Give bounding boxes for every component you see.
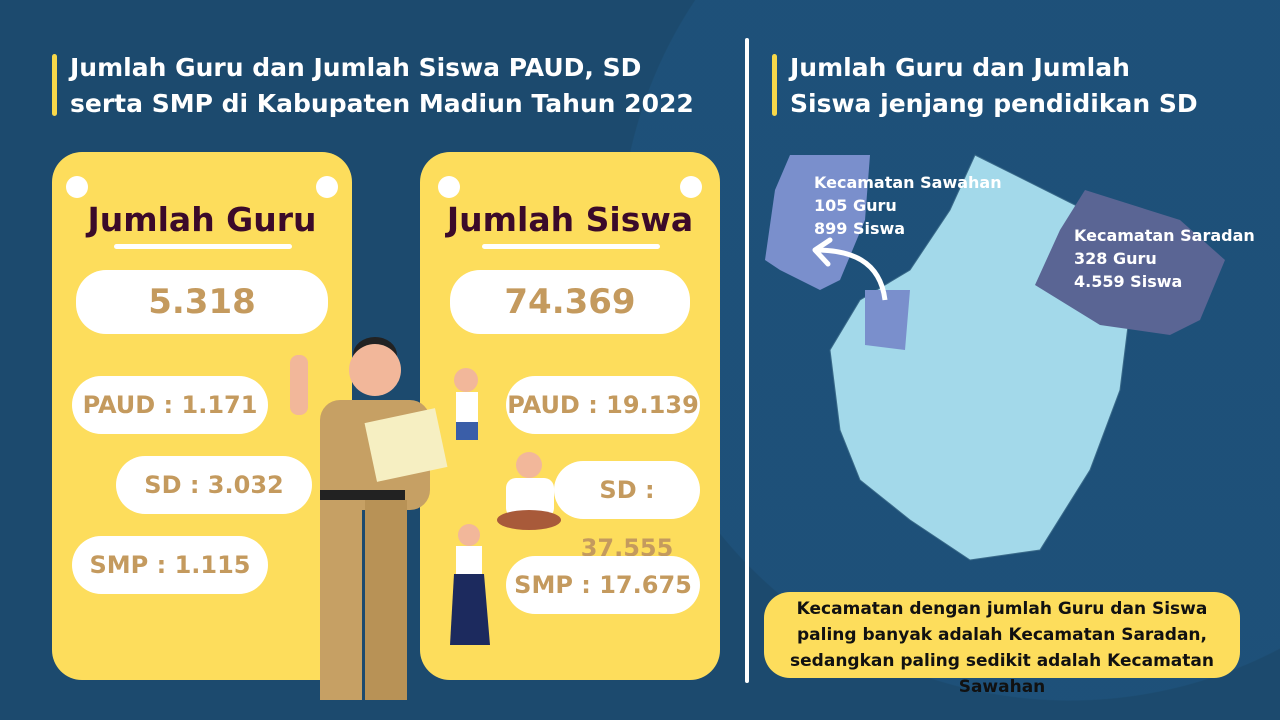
- siswa-paud: PAUD : 19.139: [506, 376, 700, 434]
- siswa-total: 74.369: [450, 270, 690, 334]
- hole: [316, 176, 338, 198]
- guru-card: Jumlah Guru 5.318 PAUD : 1.171 SD : 3.03…: [52, 152, 352, 680]
- hole: [66, 176, 88, 198]
- student-illustrations: [450, 368, 561, 645]
- guru-total: 5.318: [76, 270, 328, 334]
- underline: [114, 244, 292, 249]
- map-region-sawahan: [765, 155, 870, 290]
- guru-smp: SMP : 1.115: [72, 536, 268, 594]
- sawahan-info: Kecamatan Sawahan 105 Guru 899 Siswa: [814, 171, 1002, 240]
- hole: [438, 176, 460, 198]
- arrow: [814, 247, 888, 301]
- siswa-sd: SD : 37.555: [554, 461, 700, 562]
- saradan-guru: 328 Guru: [1074, 249, 1157, 268]
- saradan-siswa: 4.559 Siswa: [1074, 272, 1183, 291]
- guru-paud: PAUD : 1.171: [72, 376, 268, 434]
- underline: [482, 244, 660, 249]
- arrow-head: [812, 237, 833, 267]
- divider: [745, 38, 749, 683]
- teacher-illustration: [290, 337, 448, 700]
- left-title: Jumlah Guru dan Jumlah Siswa PAUD, SD se…: [52, 50, 702, 122]
- right-title: Jumlah Guru dan Jumlah Siswa jenjang pen…: [772, 50, 1212, 122]
- siswa-heading: Jumlah Siswa: [446, 200, 694, 239]
- map-region-saradan: [1035, 190, 1225, 335]
- siswa-smp: SMP : 17.675: [506, 556, 700, 614]
- sawahan-name: Kecamatan Sawahan: [814, 173, 1002, 192]
- sawahan-siswa: 899 Siswa: [814, 219, 906, 238]
- madiun-map: [765, 154, 1225, 561]
- map-region-sawahan-south: [865, 290, 910, 350]
- summary-note: Kecamatan dengan jumlah Guru dan Siswa p…: [764, 592, 1240, 697]
- hole: [680, 176, 702, 198]
- saradan-info: Kecamatan Saradan 328 Guru 4.559 Siswa: [1074, 224, 1255, 293]
- guru-heading: Jumlah Guru: [87, 200, 317, 239]
- guru-sd: SD : 3.032: [116, 456, 312, 514]
- saradan-name: Kecamatan Saradan: [1074, 226, 1255, 245]
- sawahan-guru: 105 Guru: [814, 196, 897, 215]
